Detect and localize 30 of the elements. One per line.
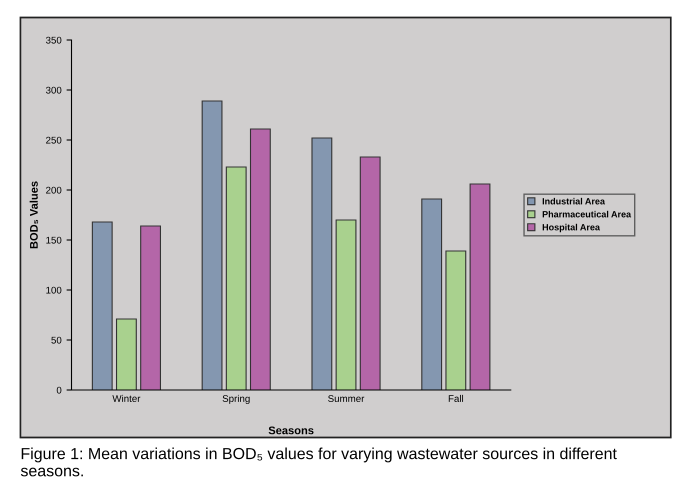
bar: [311, 137, 332, 390]
legend-label: Industrial Area: [542, 198, 606, 204]
bar: [202, 100, 222, 390]
bar: [336, 219, 356, 390]
y-tick-label: 150: [46, 236, 62, 244]
legend-label: Hospital Area: [542, 224, 600, 232]
bar: [360, 156, 381, 390]
bar: [250, 128, 271, 390]
x-tick-label: Spring: [222, 394, 250, 404]
bar: [140, 225, 162, 390]
bar: [116, 318, 137, 390]
bar: [226, 166, 247, 390]
y-tick-label: 0: [56, 386, 62, 394]
x-axis-title: Seasons: [268, 426, 314, 434]
x-tick-label: Winter: [112, 394, 140, 402]
bar: [445, 250, 466, 390]
bar: [92, 221, 113, 390]
legend-label: Pharmaceutical Area: [542, 210, 632, 218]
y-tick-label: 100: [46, 286, 62, 294]
y-tick-label: 200: [46, 186, 62, 194]
y-tick-label: 350: [46, 36, 62, 44]
y-tick-label: 250: [46, 136, 62, 144]
x-tick-label: Summer: [328, 395, 364, 402]
y-tick-label: 50: [51, 336, 62, 344]
x-tick-label: Fall: [448, 394, 464, 402]
y-tick-label: 300: [46, 86, 62, 94]
caption: Figure 1: Mean variations in BOD₅ values for varying wastewater sources in different seasons.: [20, 448, 617, 476]
bar: [470, 183, 490, 390]
bar: [421, 198, 442, 390]
y-axis-title: BOD₅ Values: [30, 181, 38, 248]
